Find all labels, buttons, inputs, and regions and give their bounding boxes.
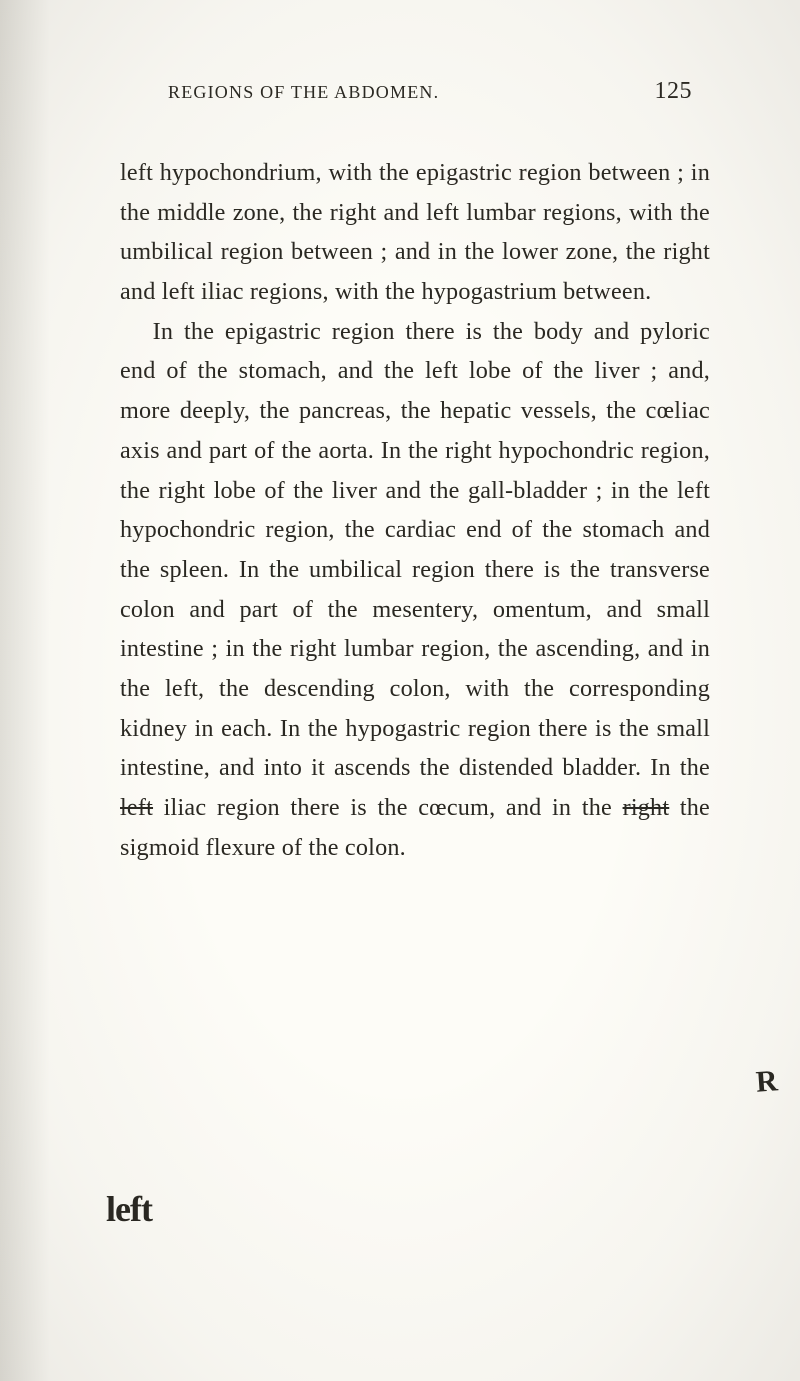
struck-word-right: right [623, 794, 670, 821]
page-header: REGIONS OF THE ABDOMEN. 125 [120, 78, 710, 105]
running-title: REGIONS OF THE ABDOMEN. [168, 82, 439, 103]
handwritten-annotation-bottom: left [106, 1188, 152, 1230]
paragraph-2: In the epigastric region there is the bo… [120, 312, 710, 868]
scanned-page: REGIONS OF THE ABDOMEN. 125 left hypocho… [0, 0, 800, 1381]
handwritten-annotation-margin: R [755, 1064, 779, 1099]
scan-left-shadow [0, 0, 50, 1381]
body-text: left hypochondrium, with the epigastric … [120, 153, 710, 867]
struck-word-left: left [120, 794, 153, 821]
page-number: 125 [655, 78, 693, 105]
paragraph-1: left hypochondrium, with the epigastric … [120, 153, 710, 312]
